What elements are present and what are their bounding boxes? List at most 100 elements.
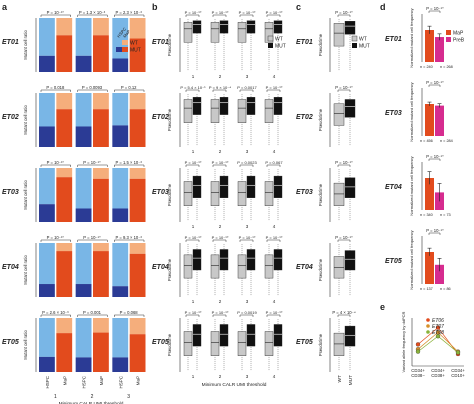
threshold-label: 1 <box>192 299 195 304</box>
pvalue-bracket <box>185 239 200 242</box>
legend-wt-swatch-hspc <box>116 40 122 45</box>
pvalue-text: P = 10⁻¹⁰ <box>426 154 444 159</box>
pvalue-bracket <box>266 89 281 92</box>
pvalue-bracket <box>212 14 227 17</box>
box-mut <box>273 97 283 115</box>
threshold-label: 3 <box>246 374 249 379</box>
bar-map-mut <box>93 332 109 372</box>
legend-mut-swatch <box>268 43 273 48</box>
bar-map <box>425 30 434 62</box>
x-category-label-e: CD34+ <box>431 368 445 373</box>
legend-wt-label: WT <box>275 37 283 43</box>
pvalue-bracket <box>337 89 351 92</box>
pvalue-text: P = 9.3 × 10⁻³ <box>115 235 142 240</box>
panel-letter-d: d <box>380 2 386 12</box>
pvalue-bracket <box>212 164 227 167</box>
bar-hspc-wt <box>39 318 55 357</box>
legend-mut-label: MUT <box>275 44 286 50</box>
pvalue-bracket <box>114 164 145 167</box>
x-category-label-e: CD10+ <box>451 373 465 378</box>
pvalue-bracket <box>337 314 351 317</box>
bar-map-mut <box>56 35 73 72</box>
threshold-label: 1 <box>192 74 195 79</box>
y-axis-label-c: Pseudotime <box>318 108 323 131</box>
pvalue-text: P = 0.067 <box>265 160 283 165</box>
x-category-label-e: CD38+ <box>431 373 445 378</box>
box-mut <box>219 20 229 34</box>
threshold-label: 1 <box>192 149 195 154</box>
pvalue-bracket <box>185 314 200 317</box>
pvalue-text: P = 0.068 <box>120 310 139 315</box>
box-mut <box>192 97 202 115</box>
pvalue-text: P = 10⁻¹⁰ <box>266 85 283 90</box>
legend-wt-swatch <box>351 35 358 42</box>
bar-map-mut <box>56 109 73 147</box>
n-count-text: n = 284 <box>440 139 453 143</box>
pvalue-text: P = 0.0093 <box>82 85 103 90</box>
pvalue-bracket <box>428 158 441 161</box>
pvalue-text: P = 10⁻¹⁰ <box>83 160 101 165</box>
pvalue-text: P = 9 × 10⁻⁴ <box>209 85 231 90</box>
box-mut <box>192 175 202 198</box>
box-wt <box>210 99 220 123</box>
legend-wt-label: WT <box>359 37 367 43</box>
x-category-label: WT <box>337 375 343 383</box>
bar-hspc-wt <box>112 93 129 126</box>
legend-map-swatch <box>446 30 451 35</box>
pvalue-bracket <box>239 89 254 92</box>
bar-preb <box>435 37 444 62</box>
x-category-label: MaP <box>62 376 67 385</box>
n-count-text: n = 340 <box>420 213 433 217</box>
x-axis-title-b: Minimum CALR UMI threshold <box>202 382 267 388</box>
pvalue-bracket <box>185 164 200 167</box>
bar-map-wt <box>56 168 73 178</box>
box-wt <box>264 331 274 356</box>
pvalue-text: P = 10⁻¹⁰ <box>335 160 353 165</box>
n-count-text: n = 86 <box>440 287 451 291</box>
bar-map-mut <box>56 177 73 222</box>
bar-map-wt <box>56 243 73 252</box>
box-wt <box>264 254 274 279</box>
bar-hspc-mut <box>112 208 129 222</box>
pvalue-bracket <box>337 14 351 17</box>
pvalue-bracket <box>239 314 254 317</box>
row-label-c: ET01 <box>296 39 313 46</box>
bar-map-wt <box>129 93 146 110</box>
box-mut <box>219 175 229 198</box>
threshold-label: 2 <box>219 224 222 229</box>
bar-hspc-wt <box>39 168 55 205</box>
n-count-text: n = 73 <box>440 213 451 217</box>
pvalue-text: P = 1.5 × 10⁻³ <box>115 160 142 165</box>
bar-map-mut <box>129 334 146 372</box>
y-axis-label-c: Pseudotime <box>318 258 323 281</box>
bar-map-mut <box>129 38 146 72</box>
row-label-a: ET01 <box>2 39 19 46</box>
x-category-label: HSPC <box>118 375 123 388</box>
box-wt <box>237 254 247 279</box>
pvalue-text: P = 0.001 <box>83 310 102 315</box>
legend-map-label: MaP <box>122 29 131 39</box>
bar-hspc-mut <box>75 357 92 372</box>
pvalue-text: P = 0.0017 <box>237 85 257 90</box>
bar-hspc-mut <box>112 286 129 297</box>
threshold-label: 4 <box>273 149 276 154</box>
box-mut <box>273 249 283 271</box>
y-axis-label-a: Mutant cell ratio <box>23 105 28 135</box>
x-category-label-e: CD34+ <box>411 368 425 373</box>
legend-label-e: ET07 <box>432 324 444 330</box>
bar-hspc-wt <box>112 243 129 287</box>
pvalue-bracket <box>266 239 281 242</box>
threshold-label: 3 <box>246 149 249 154</box>
row-label-b: ET01 <box>152 39 169 46</box>
threshold-label: 2 <box>219 299 222 304</box>
threshold-label: 4 <box>273 299 276 304</box>
box-wt <box>210 254 220 279</box>
box-wt <box>333 182 345 206</box>
pvalue-bracket <box>40 314 71 317</box>
pvalue-bracket <box>77 239 108 242</box>
pvalue-bracket <box>266 314 281 317</box>
bar-map-mut <box>93 109 109 147</box>
y-axis-label-b: Pseudotime <box>167 258 172 281</box>
bar-map <box>425 252 434 284</box>
pvalue-bracket <box>337 164 351 167</box>
